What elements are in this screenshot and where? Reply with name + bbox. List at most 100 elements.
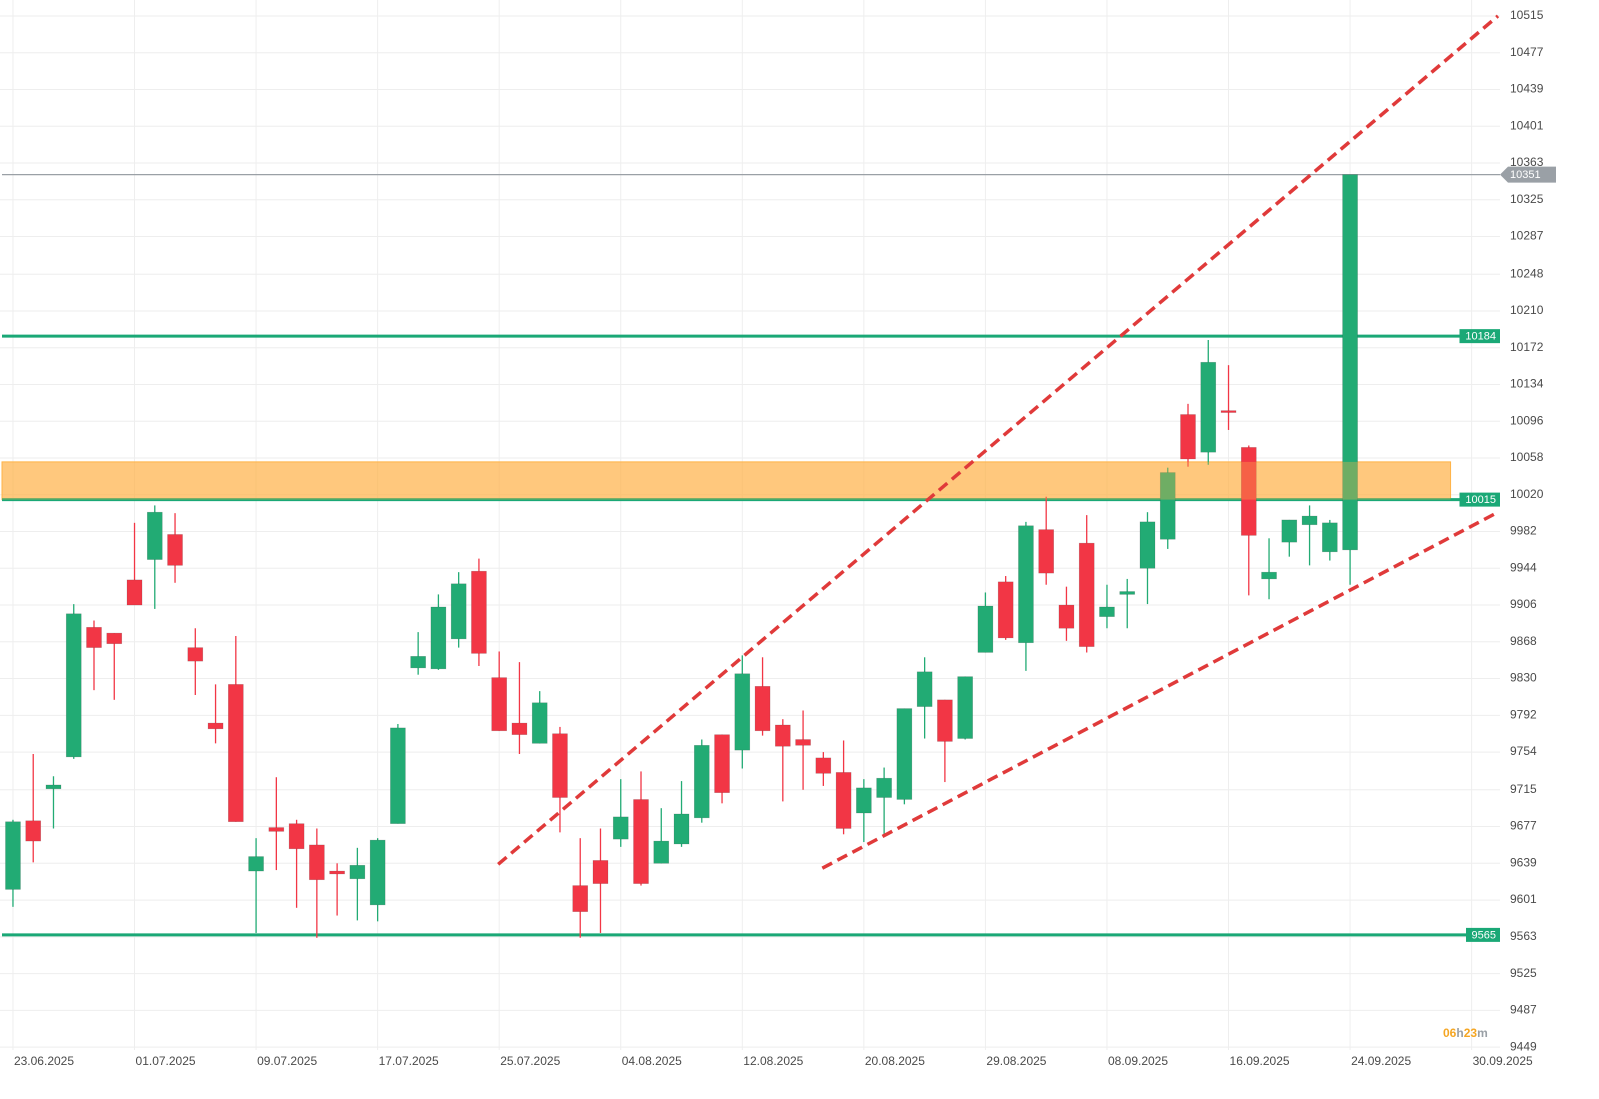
candle-body [369,839,386,906]
candle-body [775,724,791,747]
candle-body [126,579,143,606]
level-tag [1459,492,1500,507]
x-tick-label: 23.06.2025 [14,1054,74,1068]
x-tick-label: 29.08.2025 [986,1054,1046,1068]
y-tick-label: 9525 [1510,966,1537,980]
candle-body [916,671,933,707]
x-tick-label: 12.08.2025 [743,1054,803,1068]
y-tick-label: 9715 [1510,782,1537,796]
candle-body [1200,361,1217,453]
y-tick-label: 10325 [1510,192,1544,206]
candle-body [957,676,973,739]
level-label: 9565 [1472,929,1496,941]
candle-body [268,827,285,832]
candle-body [1342,174,1358,551]
candle-body [997,581,1014,639]
candle-body [228,684,244,823]
y-tick-label: 9487 [1510,1003,1537,1017]
candle-body [896,708,913,800]
candle-body [1119,591,1136,595]
candle-body [471,570,487,654]
candle-body [146,511,163,560]
candle-body [207,722,224,730]
candle-body [390,727,406,824]
candle-body [309,844,325,881]
candle-body [835,772,852,829]
y-tick-label: 10515 [1510,8,1544,22]
y-tick-label: 9830 [1510,671,1537,685]
candle-body [531,702,548,744]
candle-body [1240,447,1257,536]
candle-body [45,784,62,790]
candle-body [106,632,123,645]
y-tick-label: 10020 [1510,487,1544,501]
candle-body [86,626,102,648]
countdown-part: h [1456,1026,1463,1040]
countdown: 06h23m [1443,1026,1488,1040]
countdown-part: 06 [1443,1026,1457,1040]
x-tick-label: 04.08.2025 [622,1054,682,1068]
candle-body [552,733,568,798]
y-tick-label: 10401 [1510,118,1544,132]
candle-body [592,860,609,884]
y-tick-label: 10439 [1510,82,1544,96]
trendline [821,510,1499,870]
y-tick-label: 9944 [1510,560,1537,574]
x-tick-label: 24.09.2025 [1351,1054,1411,1068]
candle-body [653,840,670,864]
candle-body [491,677,507,732]
trendline [497,14,1500,866]
level-tag [1466,927,1500,942]
x-tick-label: 20.08.2025 [865,1054,925,1068]
candle-body [329,870,345,875]
y-tick-label: 10287 [1510,229,1544,243]
candle-body [1180,414,1196,460]
candle-body [693,745,710,819]
candle-body [633,799,649,884]
y-tick-label: 9906 [1510,597,1537,611]
candle-body [612,816,629,840]
x-tick-label: 09.07.2025 [257,1054,317,1068]
candle-body [795,739,811,746]
candle-body [754,685,771,732]
candle-body [511,722,528,735]
level-label: 10015 [1465,494,1496,506]
candle-body [977,605,994,653]
candle-body [815,757,832,774]
candle-body [1038,529,1054,574]
candle-body [187,647,204,662]
y-tick-label: 9639 [1510,855,1537,869]
current-price-label: 10351 [1510,169,1541,181]
y-tick-label: 10363 [1510,155,1544,169]
candle-body [1301,515,1318,526]
candle-body [734,673,751,751]
candle-body [167,534,183,566]
candle-body [1018,525,1034,644]
candle-body [1099,606,1115,617]
y-tick-label: 9601 [1510,892,1537,906]
y-tick-label: 10477 [1510,45,1544,59]
candle-body [714,734,730,793]
candle-body [1139,521,1156,569]
x-tick-label: 01.07.2025 [136,1054,196,1068]
y-tick-label: 9449 [1510,1039,1537,1053]
level-label: 10184 [1465,331,1496,343]
zone-overlay [2,461,1451,500]
y-tick-label: 10210 [1510,303,1544,317]
y-tick-label: 9754 [1510,744,1537,758]
candle-body [673,813,690,845]
candle-body [349,864,366,880]
candle-body [937,699,953,742]
candle-body [65,613,82,758]
candle-body [1261,571,1277,580]
candle-body [856,787,872,814]
candle-body [1322,522,1338,553]
candle-body [450,583,467,640]
x-tick-label: 17.07.2025 [379,1054,439,1068]
y-tick-label: 9982 [1510,524,1537,538]
candle-body [1058,604,1075,629]
candle-body [410,656,426,669]
y-tick-label: 9677 [1510,819,1537,833]
y-tick-label: 10058 [1510,450,1544,464]
